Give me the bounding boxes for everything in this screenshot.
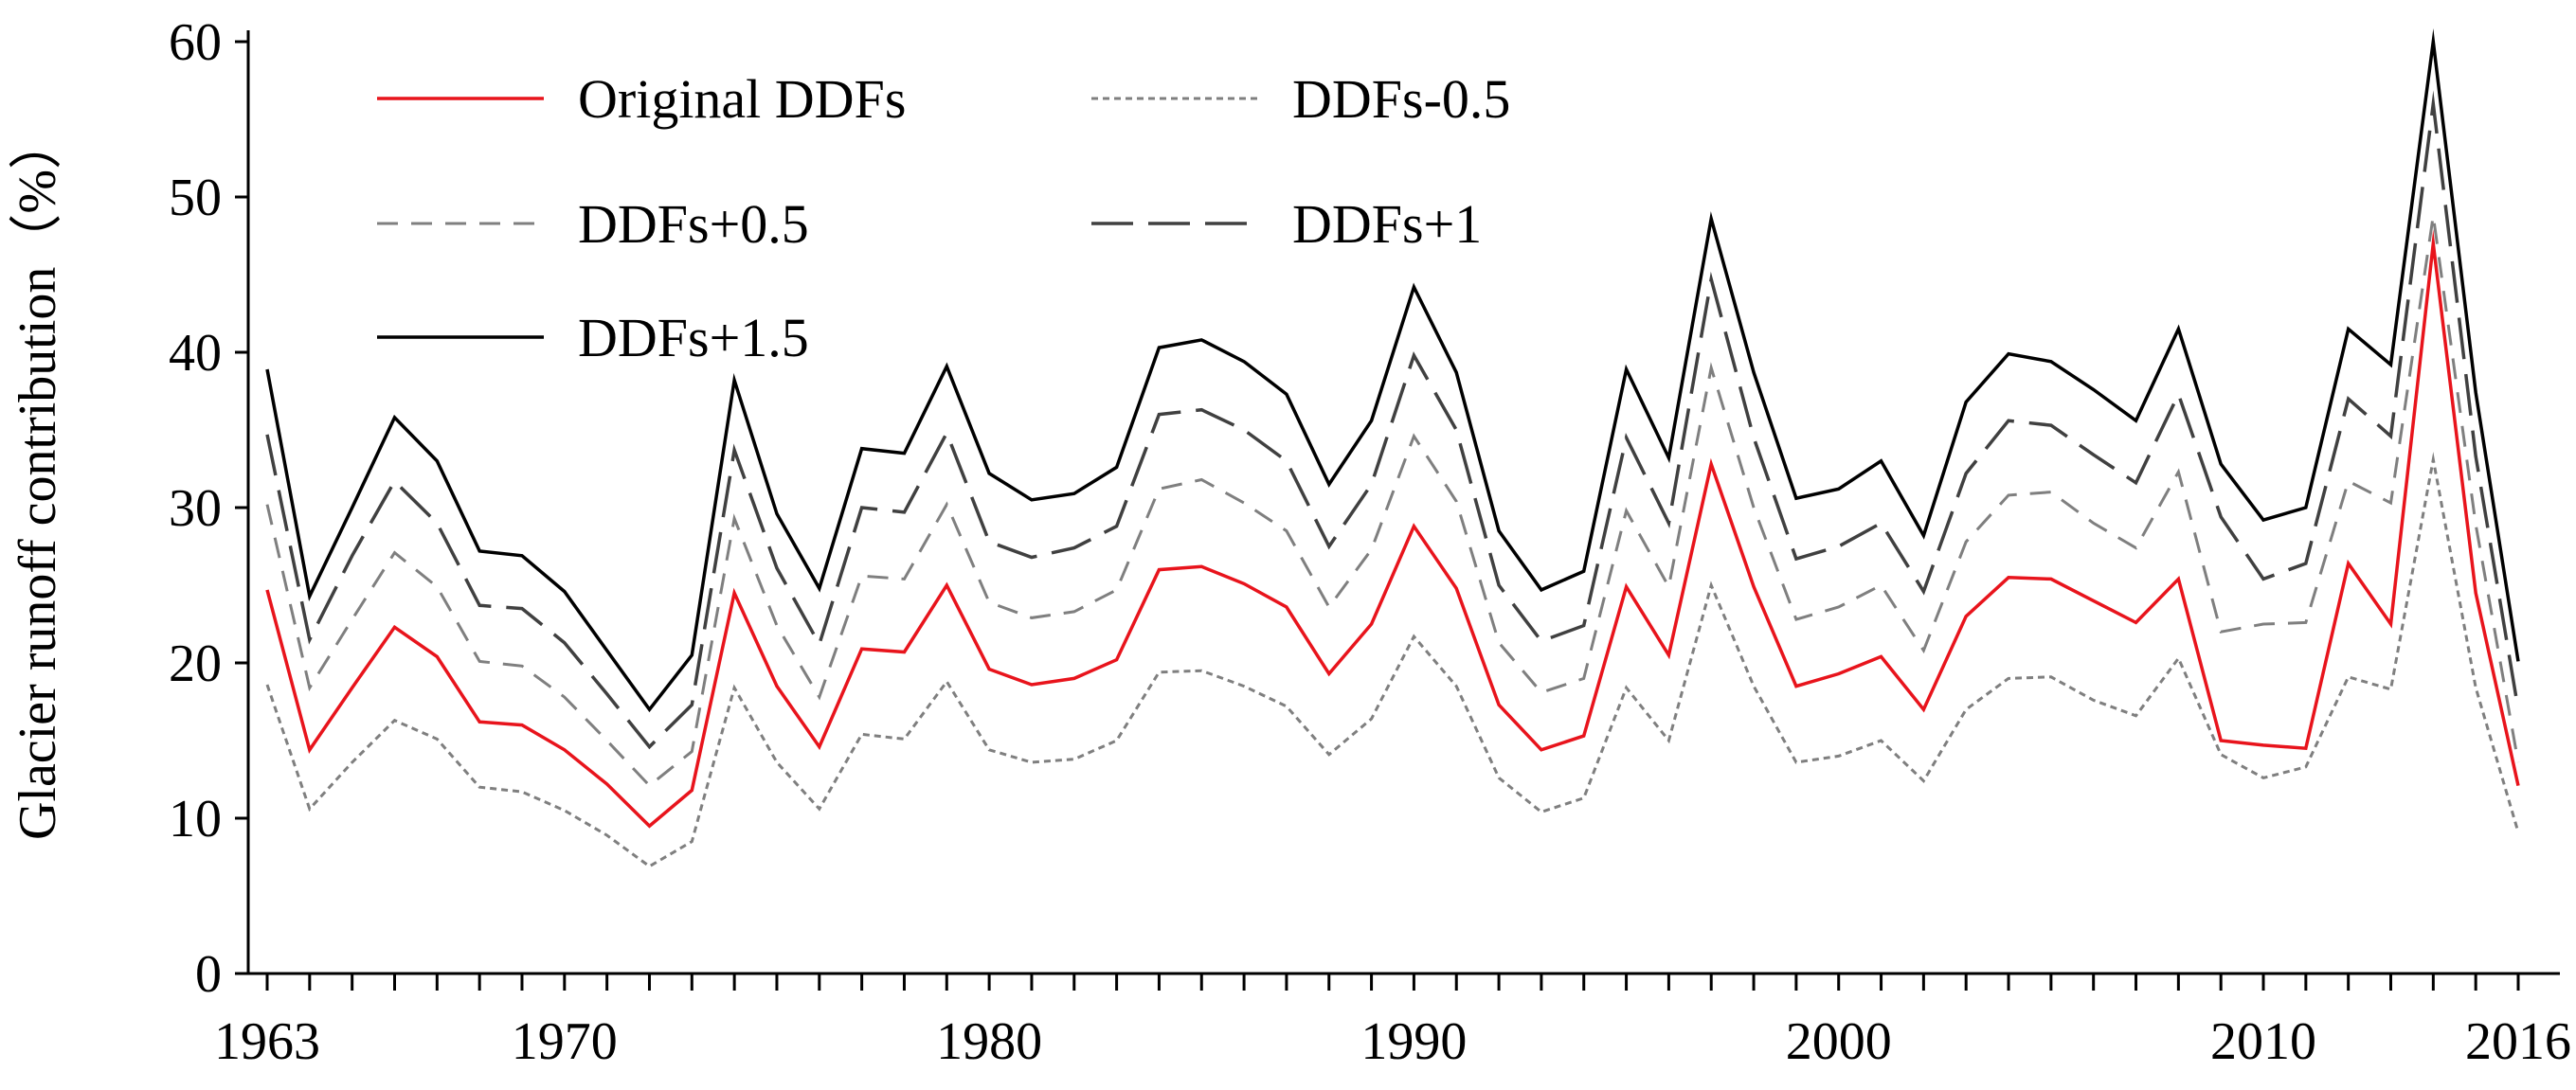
x-tick-label: 2000	[1786, 1012, 1892, 1071]
x-tick-label: 2016	[2465, 1012, 2571, 1071]
series-line-ddfs-1	[265, 90, 2520, 750]
y-tick-label: 50	[169, 169, 222, 227]
legend-label-ddfs-0-5: DDFs+0.5	[578, 193, 809, 255]
series-line-ddfs-0-5	[265, 205, 2520, 788]
y-tick-label: 20	[169, 634, 222, 693]
y-tick-label: 40	[169, 324, 222, 383]
y-tick-label: 0	[195, 945, 222, 1004]
y-axis-title: Glacier runoff contribution（%）	[9, 116, 67, 840]
axes: 0 10 20 30 40 50 60 1963 1970 1980 1990 2000 2010 201…	[169, 13, 2571, 1071]
legend-label-original-ddfs: Original DDFs	[578, 68, 906, 130]
y-tick-label: 10	[169, 790, 222, 849]
series-line-original-ddfs	[265, 229, 2520, 829]
x-tick-label: 2010	[2210, 1012, 2316, 1071]
x-tick-label: 1990	[1360, 1012, 1467, 1071]
series-lines	[265, 28, 2520, 868]
y-tick-label: 30	[169, 479, 222, 538]
legend-label-ddfs-0-5: DDFs-0.5	[1292, 68, 1510, 130]
series-line-ddfs-0-5	[265, 451, 2520, 868]
legend-label-ddfs-1: DDFs+1	[1292, 193, 1482, 255]
series-line-ddfs-1-5	[265, 28, 2520, 713]
x-tick-label: 1970	[512, 1012, 618, 1071]
x-tick-label: 1980	[936, 1012, 1042, 1071]
x-tick-label: 1963	[214, 1012, 320, 1071]
legend-label-ddfs-1-5: DDFs+1.5	[578, 307, 809, 368]
y-tick-label: 60	[169, 13, 222, 72]
legend: Original DDFs DDFs-0.5 DDFs+0.5 DDFs+1 DDFs+…	[377, 68, 1510, 368]
